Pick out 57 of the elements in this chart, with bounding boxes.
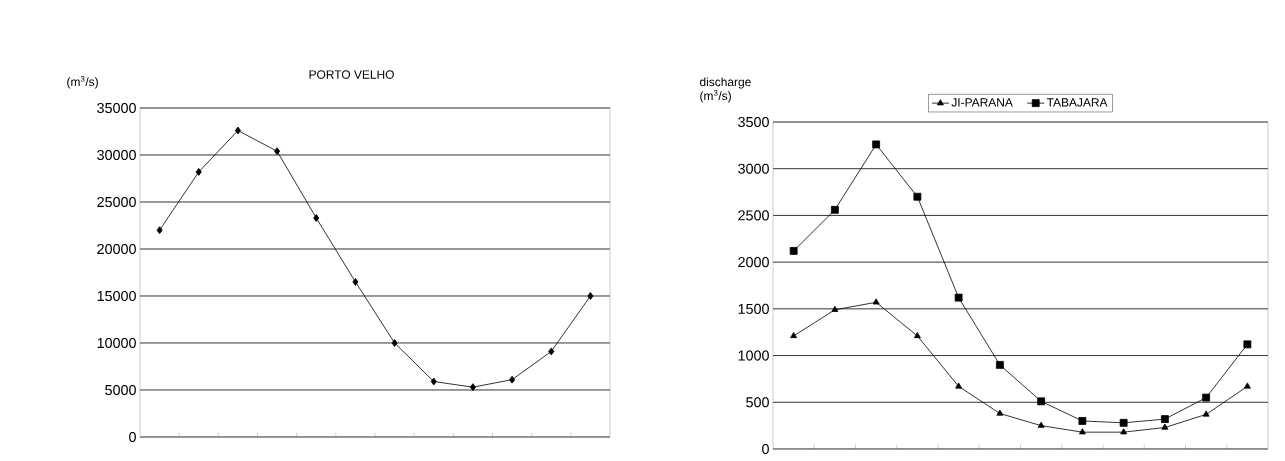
y-tick-label: 3000 (738, 163, 769, 174)
point (156, 226, 163, 235)
y-tick-label: 25000 (97, 196, 136, 208)
point (1119, 418, 1128, 427)
y-tick-label: 2500 (738, 210, 769, 221)
point (509, 375, 516, 384)
point (1243, 382, 1251, 389)
point (831, 205, 839, 214)
point (1037, 421, 1045, 428)
y-axis-title: (m$^{3}$/s) (67, 76, 98, 89)
y-tick-label: 35000 (97, 102, 136, 114)
legend-label: TABAJARA (1046, 98, 1108, 107)
point (954, 293, 963, 302)
point (996, 409, 1004, 416)
point (789, 247, 798, 255)
point (1078, 417, 1087, 425)
point (391, 339, 398, 347)
y-tick-label: 5000 (105, 384, 136, 396)
point (313, 214, 320, 222)
point (1161, 415, 1169, 423)
y-tick-label: 10000 (97, 337, 136, 349)
y-tick-label: 15000 (97, 290, 136, 302)
point (234, 126, 241, 135)
point (430, 377, 437, 386)
y-tick-label: 1500 (738, 303, 769, 314)
point (831, 305, 839, 312)
y-tick-label: 3500 (738, 116, 769, 128)
point (913, 192, 922, 201)
y-tick-label: 500 (746, 397, 769, 408)
y-tick-label: 1000 (738, 350, 769, 361)
point (1243, 340, 1252, 349)
point (872, 298, 880, 305)
point (955, 382, 963, 389)
point (1202, 393, 1211, 402)
legend-label: JI-PARANA (951, 98, 1013, 107)
point (996, 361, 1004, 369)
y-axis-title: discharge (m$^{3}$/s) (699, 77, 751, 103)
point (352, 278, 359, 286)
point (274, 147, 281, 156)
y-tick-label: 30000 (97, 149, 136, 161)
y-tick-label: 0 (762, 443, 769, 455)
point (1161, 423, 1169, 430)
point (913, 332, 921, 339)
point (1037, 397, 1046, 406)
point (790, 332, 798, 339)
point (1078, 428, 1086, 435)
point (469, 383, 476, 392)
chart-title: PORTO VELHO (309, 70, 394, 79)
point (1120, 428, 1128, 435)
point (872, 140, 881, 149)
y-tick-label: 20000 (97, 243, 136, 255)
point (548, 347, 555, 356)
y-tick-label: 2000 (738, 257, 769, 268)
point (587, 292, 594, 300)
point (1202, 410, 1210, 417)
point (195, 168, 202, 176)
y-tick-label: 0 (129, 431, 136, 443)
